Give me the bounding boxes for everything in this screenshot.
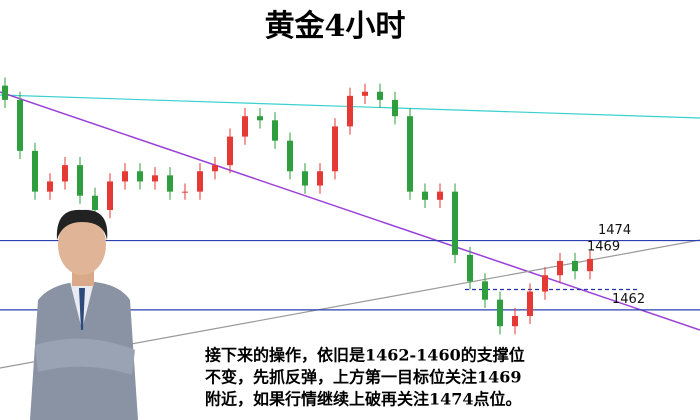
- candle-body: [422, 191, 428, 200]
- candle-body: [482, 281, 488, 300]
- hair: [56, 209, 108, 240]
- candle-body: [527, 291, 533, 317]
- candle-body: [212, 165, 218, 172]
- candle-body: [512, 316, 518, 327]
- candle-body: [587, 258, 593, 272]
- candle-body: [407, 116, 413, 192]
- candle-body: [332, 126, 338, 172]
- candle-body: [572, 260, 578, 272]
- candle-body: [152, 175, 158, 182]
- candle-body: [77, 165, 83, 196]
- note: 接下来的操作，依旧是1462-1460的支撑位: [205, 346, 525, 365]
- candle-body: [392, 99, 398, 117]
- candle-body: [377, 91, 383, 100]
- candle-body: [557, 260, 563, 276]
- candle-body: [47, 181, 53, 192]
- candle-body: [32, 150, 38, 192]
- candle-body: [437, 191, 443, 200]
- note: 附近，如果行情继续上破再关注1474点位。: [205, 390, 522, 409]
- candle-body: [182, 191, 188, 193]
- candle-body: [107, 181, 113, 210]
- candle-body: [272, 120, 278, 141]
- candle-body: [197, 171, 203, 192]
- candle-body: [497, 299, 503, 327]
- candle-body: [317, 171, 323, 186]
- candle-body: [467, 254, 473, 282]
- candle-body: [227, 136, 233, 166]
- arms: [35, 338, 135, 375]
- level-label: 1462: [612, 292, 645, 307]
- candle-body: [347, 95, 353, 127]
- tie: [79, 288, 85, 330]
- candle-body: [122, 171, 128, 182]
- trendline: [0, 91, 700, 331]
- candle-body: [302, 171, 308, 186]
- candle-body: [92, 195, 98, 210]
- chart-title: 黄金4小时: [265, 9, 406, 44]
- candle-body: [257, 116, 263, 121]
- candle-body: [62, 165, 68, 182]
- candle-body: [167, 175, 173, 192]
- candle-body: [242, 116, 248, 137]
- level-label: 1474: [598, 223, 631, 238]
- candle-body: [362, 91, 368, 96]
- presenter: [30, 209, 138, 420]
- candle-body: [452, 191, 458, 255]
- candle-body: [2, 85, 8, 100]
- face: [58, 215, 106, 275]
- candle-body: [542, 275, 548, 292]
- candle-body: [17, 99, 23, 151]
- note: 不变，先抓反弹，上方第一目标位关注1469: [205, 368, 522, 387]
- level-label: 1469: [587, 239, 620, 254]
- candle-body: [137, 171, 143, 182]
- marks: [0, 77, 700, 335]
- candle-body: [287, 140, 293, 172]
